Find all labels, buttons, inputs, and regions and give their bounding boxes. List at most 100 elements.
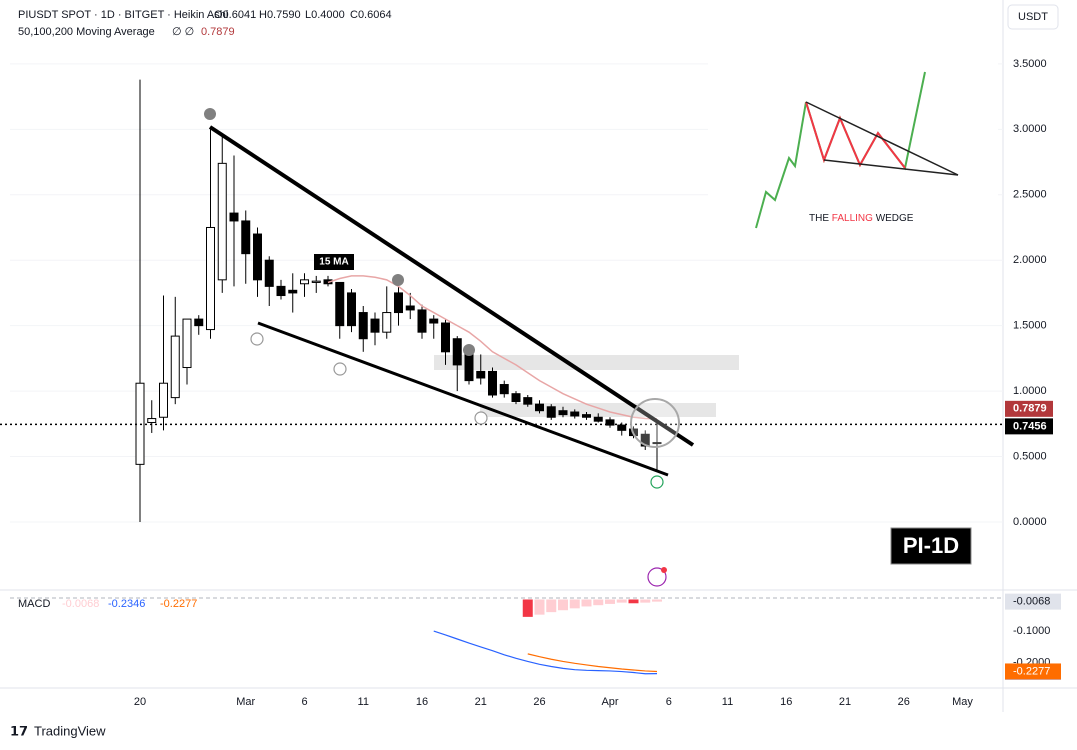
macd-hist-label: -0.0068 (1013, 596, 1050, 608)
candle-body (288, 289, 298, 294)
candle-body (570, 411, 580, 417)
event-dot (661, 567, 667, 573)
inset-title-part: THE (809, 213, 832, 224)
y-tick-label: 0.5000 (1013, 450, 1047, 462)
candle-body (241, 220, 251, 255)
ma-label: 15 MA (319, 257, 348, 268)
macd-signal-tag (1005, 663, 1061, 680)
signal-arrows (204, 108, 667, 587)
candle-body (382, 312, 392, 333)
currency[interactable]: USDT (1018, 11, 1048, 23)
macd-hist-value: -0.0068 (62, 598, 99, 610)
wedge-lower-line (257, 321, 669, 477)
candle-body (652, 442, 662, 445)
event-icon (647, 567, 667, 587)
candle-body (452, 338, 462, 366)
macd-hist-tag (1005, 593, 1061, 610)
candle-body (511, 393, 521, 403)
macd-line (433, 630, 658, 675)
candle-body (335, 281, 345, 327)
inset-title-part: FALLING (832, 213, 873, 224)
inset-panel (708, 58, 998, 248)
candle-body (147, 418, 157, 423)
candle-body (476, 370, 486, 379)
ohlc-label: L0.4000 (305, 9, 345, 21)
candle-body (535, 403, 544, 412)
y-tick-label: 3.0000 (1013, 123, 1047, 135)
macd-signal-value: -0.2277 (160, 598, 197, 610)
x-tick-label: 6 (301, 696, 307, 708)
y-tick-label: 1.5000 (1013, 320, 1047, 332)
candle-body (441, 322, 450, 353)
wedge-upper-line (208, 125, 695, 447)
x-tick-label: 6 (666, 696, 672, 708)
macd-title: MACD (18, 598, 50, 610)
x-tick-label: 16 (780, 696, 792, 708)
candle-body (523, 397, 533, 405)
candle-body (253, 233, 262, 281)
macd-histogram-bar (652, 599, 662, 602)
x-tick-label: 21 (475, 696, 487, 708)
candle-body (499, 384, 509, 395)
breakout-circle (630, 398, 680, 448)
ma-price-label: 0.7879 (1013, 403, 1047, 415)
candle-body (347, 292, 356, 327)
candle-body (264, 259, 274, 287)
last-price-tag (1005, 418, 1053, 435)
watermark: PI-1D (903, 533, 959, 558)
last-price-label: 0.7456 (1013, 420, 1047, 432)
x-tick-label: May (952, 696, 973, 708)
candle-body (617, 424, 627, 431)
x-tick-label: 21 (839, 696, 851, 708)
candle-body (405, 305, 415, 311)
symbol-title: PIUSDT SPOT · 1D · BITGET · Heikin Ashi (18, 9, 228, 21)
indicator-label: 50,100,200 Moving Average (18, 26, 155, 38)
candle-body (182, 318, 192, 369)
down-arrow (392, 274, 404, 286)
macd-histogram-bar (605, 599, 615, 604)
candle-body (311, 280, 321, 283)
macd-line (527, 653, 658, 673)
x-tick-label: 20 (134, 696, 146, 708)
brand-logo: 𝟭𝟳 (10, 723, 28, 738)
candle-body (217, 162, 227, 281)
currency-button[interactable] (1007, 4, 1059, 30)
candle-body (206, 226, 215, 331)
macd-histogram-bar (558, 599, 568, 611)
inset-title: THE FALLING WEDGE (809, 213, 914, 224)
ohlc-label: H0.7590 (259, 9, 301, 21)
y-tick-label: 2.0000 (1013, 254, 1047, 266)
down-arrow (204, 108, 216, 120)
indicator-value: 0.7879 (201, 26, 235, 38)
candle-body (640, 433, 650, 447)
ma-price-tag (1005, 400, 1053, 417)
macd-signal-label: -0.2277 (1013, 665, 1050, 677)
candle-body (300, 279, 309, 285)
x-tick-label: Apr (601, 696, 618, 708)
candle-body (194, 318, 204, 327)
inset-lower-line (823, 159, 959, 176)
x-tick-label: 11 (358, 696, 369, 708)
candle-body (488, 370, 497, 396)
watermark-box (890, 527, 972, 565)
x-tick-label: 16 (416, 696, 428, 708)
macd-histogram-bar (628, 599, 639, 604)
candle-body (558, 410, 568, 416)
up-arrow (474, 411, 488, 425)
up-arrow (250, 332, 264, 346)
candle-body (394, 292, 403, 314)
inset-upper-line (805, 101, 959, 176)
candle-body (159, 382, 168, 418)
macd-histogram-bar (581, 599, 592, 607)
up-arrow (333, 362, 347, 376)
candle-body (429, 318, 439, 324)
macd-histogram-bar (534, 599, 545, 615)
inset-title-part: WEDGE (873, 213, 914, 224)
macd-histogram-bar (593, 599, 604, 606)
candle-body (417, 309, 427, 333)
candle-body (276, 285, 286, 297)
macd-line-value: -0.2346 (108, 598, 145, 610)
macd-histogram-bar (522, 599, 533, 617)
